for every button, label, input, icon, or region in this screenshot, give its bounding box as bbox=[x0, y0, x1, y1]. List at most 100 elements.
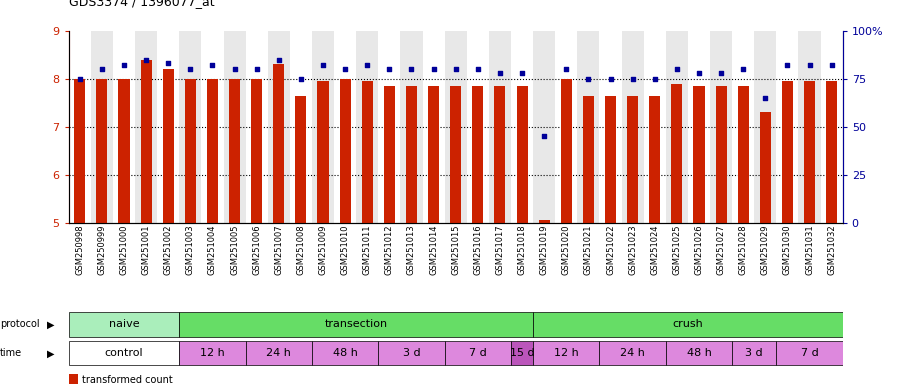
Text: naive: naive bbox=[109, 319, 139, 329]
Point bbox=[404, 66, 419, 72]
Text: GSM251021: GSM251021 bbox=[583, 224, 593, 275]
Point bbox=[537, 133, 551, 139]
Point bbox=[338, 66, 353, 72]
Point bbox=[581, 76, 595, 82]
Text: ▶: ▶ bbox=[47, 348, 54, 358]
Bar bbox=[356, 31, 378, 223]
Bar bbox=[312, 341, 378, 366]
Text: protocol: protocol bbox=[0, 319, 39, 329]
Bar bbox=[605, 96, 616, 223]
Text: 12 h: 12 h bbox=[200, 348, 224, 358]
Text: 3 d: 3 d bbox=[403, 348, 420, 358]
Bar bbox=[732, 341, 777, 366]
Bar bbox=[737, 86, 748, 223]
Point bbox=[559, 66, 573, 72]
Bar bbox=[334, 31, 356, 223]
Bar bbox=[378, 31, 400, 223]
Point bbox=[138, 56, 153, 63]
Text: 24 h: 24 h bbox=[620, 348, 645, 358]
Point bbox=[72, 76, 87, 82]
Point bbox=[426, 66, 441, 72]
Text: GSM250998: GSM250998 bbox=[75, 224, 84, 275]
Bar bbox=[583, 96, 594, 223]
Point bbox=[736, 66, 750, 72]
Bar bbox=[74, 79, 85, 223]
Point bbox=[626, 76, 640, 82]
Text: GSM251007: GSM251007 bbox=[274, 224, 283, 275]
Bar bbox=[69, 313, 180, 336]
Bar bbox=[804, 81, 815, 223]
Bar bbox=[251, 79, 262, 223]
Text: GSM251017: GSM251017 bbox=[496, 224, 505, 275]
Point bbox=[316, 62, 331, 68]
Bar bbox=[224, 31, 245, 223]
Bar bbox=[318, 81, 329, 223]
Bar bbox=[622, 31, 644, 223]
Text: ▶: ▶ bbox=[47, 319, 54, 329]
Text: GSM251006: GSM251006 bbox=[252, 224, 261, 275]
Bar bbox=[158, 31, 180, 223]
Bar bbox=[69, 341, 180, 366]
Text: GSM251022: GSM251022 bbox=[606, 224, 615, 275]
Point bbox=[271, 56, 286, 63]
Bar bbox=[444, 31, 467, 223]
Text: 12 h: 12 h bbox=[554, 348, 579, 358]
Point bbox=[780, 62, 795, 68]
Bar bbox=[467, 31, 489, 223]
Bar bbox=[180, 31, 202, 223]
Bar bbox=[202, 31, 224, 223]
Point bbox=[227, 66, 242, 72]
Bar bbox=[715, 86, 726, 223]
Text: 7 d: 7 d bbox=[801, 348, 818, 358]
Text: transection: transection bbox=[324, 319, 387, 329]
Text: GSM251011: GSM251011 bbox=[363, 224, 372, 275]
Bar bbox=[185, 79, 196, 223]
Bar bbox=[378, 341, 444, 366]
Bar bbox=[533, 313, 843, 336]
Bar bbox=[489, 31, 511, 223]
Bar bbox=[644, 31, 666, 223]
Text: GSM251002: GSM251002 bbox=[164, 224, 173, 275]
Bar bbox=[577, 31, 599, 223]
Text: control: control bbox=[104, 348, 143, 358]
Bar bbox=[400, 31, 422, 223]
Bar bbox=[340, 79, 351, 223]
Bar bbox=[671, 84, 682, 223]
Text: GSM251013: GSM251013 bbox=[407, 224, 416, 275]
Bar bbox=[118, 79, 129, 223]
Text: GSM251029: GSM251029 bbox=[761, 224, 769, 275]
Text: GSM251020: GSM251020 bbox=[562, 224, 571, 275]
Text: 48 h: 48 h bbox=[686, 348, 712, 358]
Bar bbox=[229, 79, 240, 223]
Point bbox=[692, 70, 706, 76]
Bar bbox=[627, 96, 638, 223]
Point bbox=[802, 62, 817, 68]
Bar bbox=[511, 341, 533, 366]
Point bbox=[493, 70, 507, 76]
Text: GSM251012: GSM251012 bbox=[385, 224, 394, 275]
Bar bbox=[163, 69, 174, 223]
Point bbox=[360, 62, 375, 68]
Point bbox=[448, 66, 463, 72]
Bar bbox=[511, 31, 533, 223]
Bar bbox=[561, 79, 572, 223]
Text: transformed count: transformed count bbox=[82, 375, 173, 384]
Point bbox=[515, 70, 529, 76]
Bar bbox=[666, 341, 732, 366]
Text: 3 d: 3 d bbox=[746, 348, 763, 358]
Point bbox=[183, 66, 198, 72]
Bar bbox=[649, 96, 660, 223]
Bar bbox=[384, 86, 395, 223]
Text: GSM251009: GSM251009 bbox=[319, 224, 328, 275]
Bar bbox=[113, 31, 135, 223]
Text: GSM251015: GSM251015 bbox=[452, 224, 460, 275]
Bar bbox=[69, 31, 91, 223]
Point bbox=[603, 76, 617, 82]
Text: GSM251028: GSM251028 bbox=[738, 224, 747, 275]
Bar bbox=[289, 31, 312, 223]
Bar bbox=[207, 79, 218, 223]
Bar bbox=[533, 31, 555, 223]
Bar bbox=[517, 86, 528, 223]
Bar bbox=[96, 79, 107, 223]
Bar bbox=[312, 31, 334, 223]
